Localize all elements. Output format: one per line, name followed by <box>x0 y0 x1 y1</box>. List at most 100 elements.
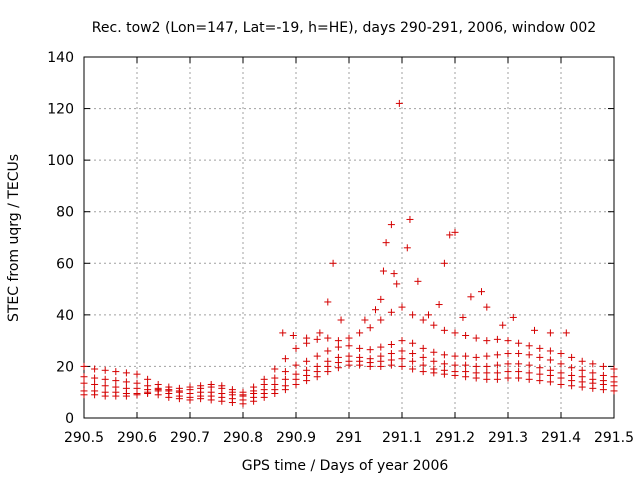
x-tick-label: 291.4 <box>541 430 581 446</box>
data-point <box>271 380 279 388</box>
data-point <box>446 231 454 239</box>
data-point <box>578 357 586 365</box>
data-point <box>387 356 395 364</box>
y-tick-label: 20 <box>56 359 74 375</box>
data-point <box>289 331 297 339</box>
data-point <box>303 357 311 365</box>
x-axis-label: GPS time / Days of year 2006 <box>242 458 449 474</box>
data-point <box>303 334 311 342</box>
data-point <box>345 334 353 342</box>
data-point <box>356 353 364 361</box>
data-point <box>324 347 332 355</box>
data-point <box>133 370 141 378</box>
x-tick-label: 291.1 <box>382 430 422 446</box>
data-point <box>462 352 470 360</box>
data-point <box>250 383 258 391</box>
data-point <box>568 364 576 372</box>
data-point <box>483 375 491 383</box>
data-point <box>390 270 398 278</box>
data-points <box>80 99 618 408</box>
data-point <box>504 350 512 358</box>
data-point <box>493 335 501 343</box>
data-point <box>324 298 332 306</box>
data-point <box>525 361 533 369</box>
data-point <box>324 334 332 342</box>
data-point <box>557 380 565 388</box>
data-point <box>398 347 406 355</box>
data-point <box>430 348 438 356</box>
x-tick-label: 290.6 <box>117 430 157 446</box>
data-point <box>395 99 403 107</box>
data-point <box>377 295 385 303</box>
data-point <box>536 370 544 378</box>
data-point <box>472 369 480 377</box>
data-point <box>387 221 395 229</box>
y-tick-label: 120 <box>47 102 74 118</box>
data-point <box>80 379 88 387</box>
data-point <box>536 364 544 372</box>
data-point <box>409 339 417 347</box>
x-tick-label: 291.3 <box>488 430 528 446</box>
data-point <box>366 324 374 332</box>
data-point <box>112 368 120 376</box>
data-point <box>239 388 247 396</box>
data-point <box>578 373 586 381</box>
data-point <box>610 373 618 381</box>
data-point <box>435 301 443 309</box>
data-point <box>260 375 268 383</box>
data-point <box>462 331 470 339</box>
data-point <box>472 334 480 342</box>
data-point <box>207 380 215 388</box>
x-tick-label: 291.2 <box>435 430 475 446</box>
data-point <box>271 374 279 382</box>
data-point <box>398 355 406 363</box>
data-point <box>515 350 523 358</box>
x-tick-label: 290.7 <box>170 430 210 446</box>
data-point <box>557 369 565 377</box>
data-point <box>504 368 512 376</box>
data-point <box>91 374 99 382</box>
data-point <box>419 316 427 324</box>
data-point <box>525 342 533 350</box>
data-point <box>483 369 491 377</box>
data-point <box>504 360 512 368</box>
data-point <box>91 380 99 388</box>
data-point <box>334 337 342 345</box>
data-point <box>589 375 597 383</box>
data-point <box>509 313 517 321</box>
data-point <box>483 352 491 360</box>
series-track-high <box>80 303 618 396</box>
x-tick-label: 290.9 <box>276 430 316 446</box>
data-point <box>281 382 289 390</box>
data-point <box>393 280 401 288</box>
data-point <box>459 313 467 321</box>
data-point <box>440 351 448 359</box>
x-tick-label: 290.8 <box>223 430 263 446</box>
x-tick-labels: 290.5 290.6 290.7 290.8 290.9 291 291.1 291.2 29… <box>64 430 634 446</box>
data-point <box>292 361 300 369</box>
data-point <box>531 326 538 334</box>
data-point <box>536 377 544 385</box>
data-point <box>356 329 364 337</box>
data-point <box>451 329 459 337</box>
data-point <box>472 362 480 370</box>
data-point <box>472 353 480 361</box>
data-point <box>419 353 427 361</box>
data-point <box>387 350 395 358</box>
y-axis-label: STEC from uqrg / TECUs <box>6 154 22 322</box>
data-point <box>589 360 597 368</box>
data-point <box>154 380 162 388</box>
data-point <box>122 378 130 386</box>
data-point <box>122 384 130 392</box>
data-point <box>398 303 406 311</box>
data-point <box>281 375 289 383</box>
data-point <box>440 259 448 267</box>
data-point <box>425 311 432 319</box>
data-point <box>186 383 194 391</box>
data-point <box>414 277 422 285</box>
y-tick-labels: 0 20 40 60 80 100 120 140 <box>47 50 74 427</box>
data-point <box>356 344 364 352</box>
data-point <box>451 368 459 376</box>
data-point <box>419 344 427 352</box>
